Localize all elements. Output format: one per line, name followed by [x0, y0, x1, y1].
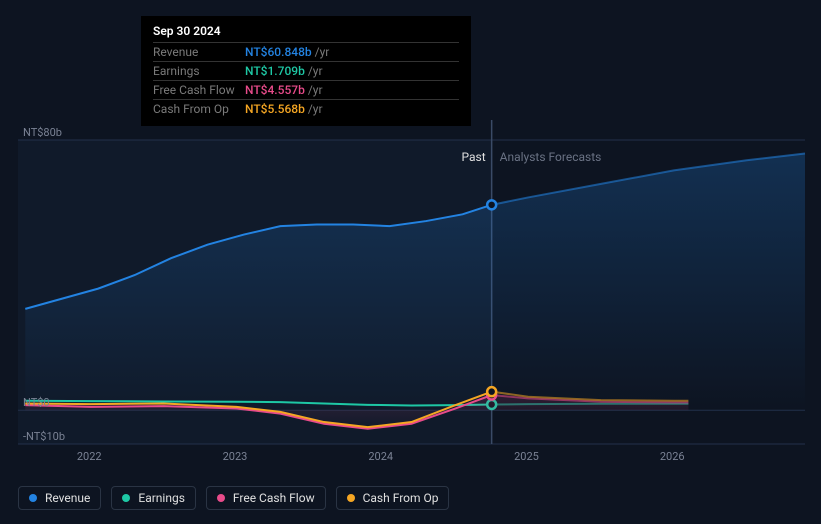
x-tick-label: 2022 [77, 450, 102, 463]
tooltip-row-value: NT$60.848b [245, 45, 312, 59]
tooltip-row-unit: /yr [315, 45, 330, 59]
tooltip-row: Cash From OpNT$5.568b/yr [153, 99, 459, 118]
legend-item-label: Revenue [45, 491, 90, 505]
tooltip-row-label: Revenue [153, 45, 245, 59]
y-tick-label: NT$0 [23, 396, 50, 409]
legend-item[interactable]: Cash From Op [336, 486, 450, 510]
chart-legend: Revenue Earnings Free Cash Flow Cash From O… [18, 486, 449, 510]
chart-tooltip: Sep 30 2024 RevenueNT$60.848b/yrEarnings… [141, 16, 471, 126]
tooltip-row: RevenueNT$60.848b/yr [153, 42, 459, 61]
financials-chart: Past Analysts Forecasts NT$80b NT$0 -NT$10… [0, 0, 821, 524]
tooltip-row-unit: /yr [308, 64, 323, 78]
tooltip-row-value: NT$5.568b [245, 102, 305, 116]
legend-dot-icon [122, 494, 130, 502]
y-tick-label: NT$80b [23, 126, 62, 139]
x-tick-label: 2025 [514, 450, 539, 463]
legend-item-label: Free Cash Flow [233, 491, 315, 505]
legend-item-label: Earnings [138, 491, 185, 505]
x-tick-label: 2023 [223, 450, 248, 463]
y-tick-label: -NT$10b [23, 430, 65, 443]
tooltip-row-label: Earnings [153, 64, 245, 78]
tooltip-row-unit: /yr [308, 83, 323, 97]
tooltip-row-label: Cash From Op [153, 102, 245, 116]
tooltip-row-value: NT$4.557b [245, 83, 305, 97]
legend-dot-icon [29, 494, 37, 502]
legend-item[interactable]: Earnings [111, 486, 196, 510]
legend-dot-icon [217, 494, 225, 502]
tooltip-row-unit: /yr [308, 102, 323, 116]
legend-item[interactable]: Revenue [18, 486, 101, 510]
tooltip-date: Sep 30 2024 [153, 24, 459, 42]
tooltip-row: EarningsNT$1.709b/yr [153, 61, 459, 80]
legend-item-label: Cash From Op [363, 491, 439, 505]
legend-item[interactable]: Free Cash Flow [206, 486, 326, 510]
past-label: Past [462, 150, 486, 164]
x-tick-label: 2024 [368, 450, 393, 463]
tooltip-row: Free Cash FlowNT$4.557b/yr [153, 80, 459, 99]
x-tick-label: 2026 [660, 450, 685, 463]
legend-dot-icon [347, 494, 355, 502]
tooltip-row-value: NT$1.709b [245, 64, 305, 78]
forecast-label: Analysts Forecasts [500, 150, 602, 164]
tooltip-row-label: Free Cash Flow [153, 83, 245, 97]
